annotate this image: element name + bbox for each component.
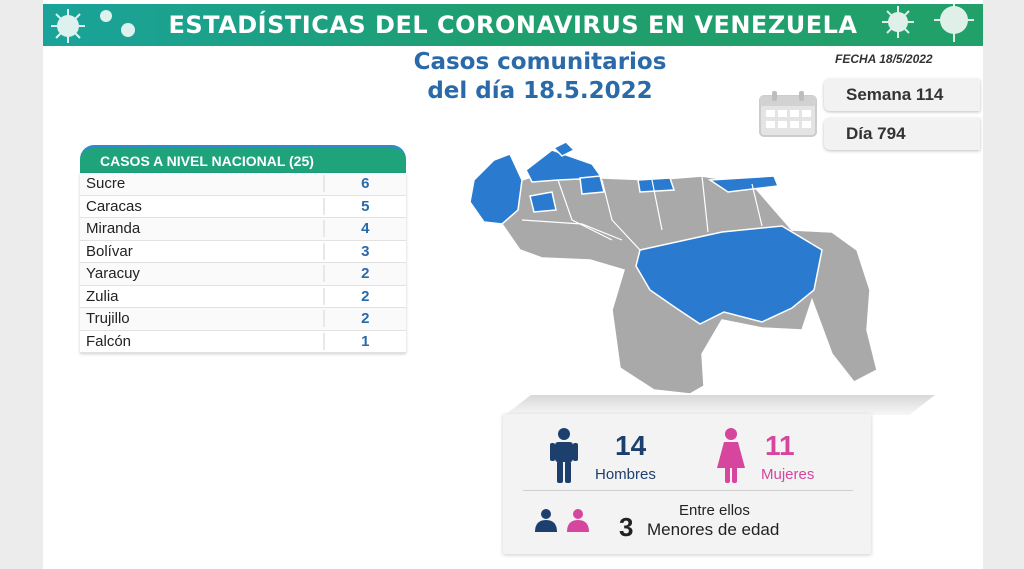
child-male-icon	[535, 509, 557, 532]
women-count: 11	[765, 430, 795, 461]
men-label: Hombres	[595, 466, 656, 483]
table-row: Yaracuy 2	[80, 263, 406, 286]
subtitle: Casos comunitarios del día 18.5.2022	[390, 48, 690, 106]
male-person-icon	[550, 428, 578, 483]
minors-count: 3	[619, 512, 634, 542]
state-name: Trujillo	[86, 310, 130, 328]
day-counter: Día 794	[824, 118, 980, 150]
state-name: Zulia	[86, 287, 119, 305]
virus-icon	[51, 9, 135, 43]
stats-panel-top	[505, 395, 935, 415]
state-name: Bolívar	[86, 242, 133, 260]
map-caracas	[637, 177, 676, 193]
map-sucre	[707, 175, 780, 193]
table-row: Zulia 2	[80, 286, 406, 308]
state-cases: 2	[322, 287, 406, 305]
national-cases-heading: CASOS A NIVEL NACIONAL (25)	[80, 145, 406, 173]
map-miranda	[579, 175, 605, 195]
date-label: FECHA 18/5/2022	[835, 52, 933, 66]
state-cases: 1	[322, 332, 406, 350]
minors-label: Menores de edad	[647, 520, 780, 539]
map-yaracuy	[529, 191, 557, 213]
subtitle-line-1: Casos comunitarios	[413, 49, 667, 75]
table-row: Miranda 4	[80, 218, 406, 241]
state-cases: 5	[322, 197, 406, 215]
map-zulia	[469, 153, 523, 225]
table-row: Caracas 5	[80, 196, 406, 218]
among-them-label: Entre ellos	[679, 502, 750, 519]
subtitle-line-2: del día 18.5.2022	[427, 78, 653, 104]
venezuela-map	[469, 141, 878, 395]
state-name: Falcón	[86, 332, 132, 350]
map-falcon	[525, 149, 604, 183]
calendar-icon	[759, 91, 817, 137]
state-cases: 3	[322, 242, 406, 260]
title-banner: ESTADÍSTICAS DEL CORONAVIRUS EN VENEZUEL…	[43, 4, 983, 46]
banner-title: ESTADÍSTICAS DEL CORONAVIRUS EN VENEZUEL…	[168, 11, 858, 39]
cases-table: Sucre 6 Caracas 5 Miranda 4 Bolívar 3 Yaracu…	[80, 173, 406, 353]
state-cases: 6	[322, 175, 406, 193]
table-row: Trujillo 2	[80, 308, 406, 331]
map-trujillo	[552, 141, 576, 157]
child-female-icon	[567, 509, 589, 532]
virus-icon	[882, 2, 974, 42]
map-bolivar	[635, 225, 823, 325]
stats-divider	[523, 490, 853, 491]
state-cases: 4	[322, 220, 406, 238]
state-cases: 2	[322, 265, 406, 283]
state-name: Miranda	[86, 220, 141, 238]
table-row: Bolívar 3	[80, 241, 406, 263]
state-name: Yaracuy	[86, 265, 140, 283]
table-row: Sucre 6	[80, 173, 406, 196]
men-count: 14	[615, 430, 647, 461]
state-cases: 2	[322, 310, 406, 328]
state-name: Caracas	[86, 197, 142, 215]
week-counter: Semana 114	[824, 79, 980, 111]
female-person-icon	[717, 428, 745, 483]
stats-panel: 14 Hombres 11 Mujeres Entre ellos 3 Meno…	[503, 414, 871, 554]
table-row: Falcón 1	[80, 331, 406, 353]
state-name: Sucre	[86, 175, 126, 193]
women-label: Mujeres	[761, 466, 815, 483]
